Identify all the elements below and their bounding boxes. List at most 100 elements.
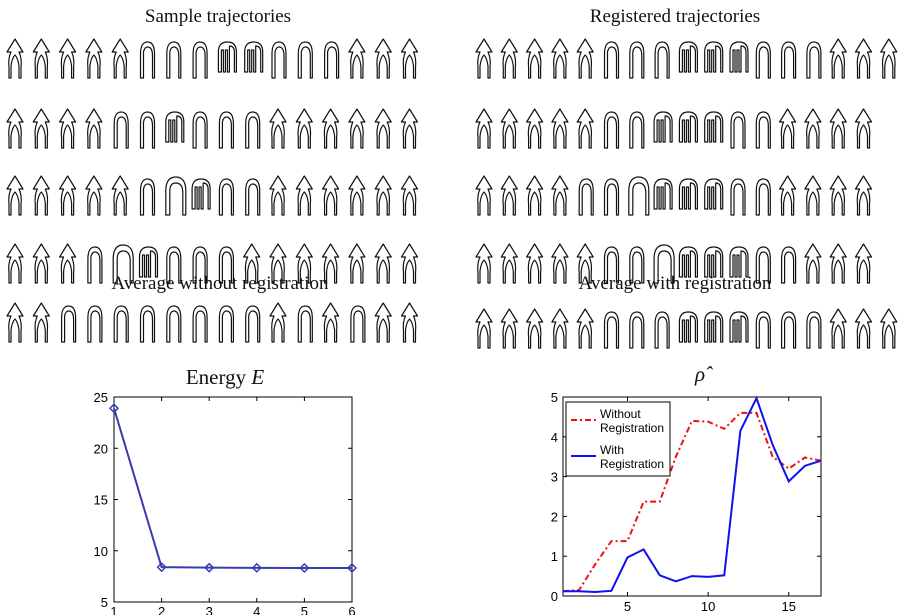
registered-trajectory-glyph	[806, 41, 822, 79]
sample-trajectories-title: Sample trajectories	[144, 6, 292, 27]
sample-trajectory-glyph	[244, 41, 264, 73]
rho-plot: 5 10 15 0 1 2 3 4 5 Without Registration With Regist…	[551, 390, 822, 614]
energy-x-tick-label: 6	[348, 604, 355, 615]
registered-trajectory-glyph	[704, 178, 724, 210]
sample-trajectory-glyph	[374, 38, 392, 79]
sample-trajectory-glyph	[322, 175, 340, 216]
sample-trajectory-glyph	[348, 243, 366, 284]
average-with-registration-glyph	[475, 308, 493, 349]
sample-trajectory-glyph	[112, 244, 134, 284]
sample-trajectory-glyph	[295, 243, 313, 284]
average-without-registration-glyph	[166, 305, 182, 343]
average-with-registration-glyph	[500, 308, 518, 349]
sample-trajectory-glyph	[6, 38, 24, 79]
registered-trajectory-glyph	[778, 108, 797, 149]
average-with-registration-glyph	[780, 311, 797, 349]
energy-data-point	[204, 562, 215, 573]
sample-trajectories-grid	[6, 38, 419, 284]
energy-x-tick-label: 4	[253, 604, 260, 615]
sample-trajectory-glyph	[269, 108, 287, 149]
average-without-registration-glyph	[87, 305, 103, 343]
energy-y-tick-label: 15	[94, 493, 108, 508]
sample-trajectory-glyph	[85, 38, 103, 79]
average-with-registration-glyph	[551, 308, 569, 349]
registered-trajectory-glyph	[704, 246, 724, 278]
registered-trajectory-glyph	[551, 38, 569, 79]
sample-trajectory-glyph	[295, 175, 313, 216]
average-without-registration-glyph	[350, 305, 366, 343]
registered-trajectory-glyph	[778, 175, 797, 216]
registered-trajectory-glyph	[629, 111, 645, 149]
average-with-registration-glyph	[603, 311, 620, 349]
average-without-registration-glyph	[192, 305, 208, 343]
sample-trajectory-glyph	[217, 41, 237, 73]
registered-trajectory-glyph	[854, 175, 873, 216]
sample-trajectory-glyph	[111, 175, 129, 216]
registered-trajectory-glyph	[854, 108, 873, 149]
registered-trajectory-glyph	[603, 41, 620, 79]
energy-data-point	[108, 403, 120, 414]
sample-trajectory-glyph	[58, 243, 77, 284]
rho-series-without-registration	[562, 411, 822, 593]
registered-trajectory-glyph	[880, 38, 898, 79]
rho-y-tick-label: 5	[551, 390, 558, 405]
sample-trajectory-glyph	[6, 175, 24, 216]
average-with-registration-glyph	[576, 308, 594, 349]
average-with-registration-glyph	[704, 311, 724, 343]
sample-trajectory-glyph	[192, 246, 208, 284]
average-with-registration-glyph	[678, 311, 699, 343]
sample-trajectory-glyph	[32, 175, 50, 216]
energy-plot: 1 2 3 4 5 6 5 10 15 20 25	[94, 390, 358, 615]
sample-trajectory-glyph	[374, 243, 392, 284]
registered-trajectory-glyph	[730, 111, 746, 149]
energy-y-tick-label: 25	[94, 390, 108, 405]
sample-trajectory-glyph	[295, 108, 313, 149]
sample-trajectory-glyph	[374, 108, 392, 149]
average-with-registration-glyph	[854, 308, 873, 349]
average-without-registration-glyph	[322, 302, 340, 343]
rho-x-tick-label: 15	[782, 599, 796, 614]
sample-trajectory-glyph	[165, 176, 187, 216]
sample-trajectory-glyph	[139, 41, 156, 79]
sample-trajectory-glyph	[269, 175, 287, 216]
registered-trajectory-glyph	[475, 108, 493, 149]
registered-trajectory-glyph	[854, 38, 873, 79]
rho-legend-label: With Registration	[600, 443, 664, 471]
rho-y-tick-label: 0	[551, 589, 558, 604]
sample-trajectory-glyph	[139, 178, 156, 216]
registered-trajectory-glyph	[576, 38, 594, 79]
registered-trajectory-glyph	[678, 178, 699, 210]
registered-trajectory-glyph	[780, 246, 797, 284]
rho-legend	[565, 401, 671, 477]
sample-trajectory-glyph	[324, 41, 340, 79]
registered-trajectory-glyph	[576, 108, 594, 149]
registered-trajectory-glyph	[525, 38, 544, 79]
registered-trajectory-glyph	[829, 175, 847, 216]
sample-trajectory-glyph	[85, 108, 103, 149]
energy-chart-title: Energy E	[170, 365, 280, 390]
sample-trajectory-glyph	[166, 246, 182, 284]
sample-trajectory-glyph	[400, 38, 419, 79]
rho-y-tick-label: 3	[551, 470, 558, 485]
sample-trajectory-glyph	[348, 108, 366, 149]
sample-trajectory-glyph	[269, 243, 287, 284]
average-with-registration-glyph	[629, 311, 645, 349]
energy-data-point	[346, 562, 358, 574]
average-without-registration-glyph	[139, 305, 156, 343]
sample-trajectory-glyph	[400, 243, 419, 284]
sample-trajectory-glyph	[271, 41, 287, 79]
sample-trajectory-glyph	[245, 111, 261, 149]
sample-trajectory-glyph	[400, 108, 419, 149]
sample-trajectory-glyph	[113, 111, 129, 149]
energy-x-tick-label: 3	[206, 604, 213, 615]
energy-data-point	[251, 562, 262, 573]
registered-trajectory-glyph	[500, 108, 518, 149]
registered-trajectory-glyph	[755, 246, 771, 284]
registered-trajectory-glyph	[654, 41, 670, 79]
registered-trajectory-glyph	[603, 246, 620, 284]
registered-trajectory-glyph	[653, 178, 673, 210]
rho-y-tick-label: 1	[551, 549, 558, 564]
sample-trajectory-glyph	[165, 111, 185, 143]
average-without-registration-glyph	[374, 302, 392, 343]
average-without-registration-glyph	[60, 305, 77, 343]
